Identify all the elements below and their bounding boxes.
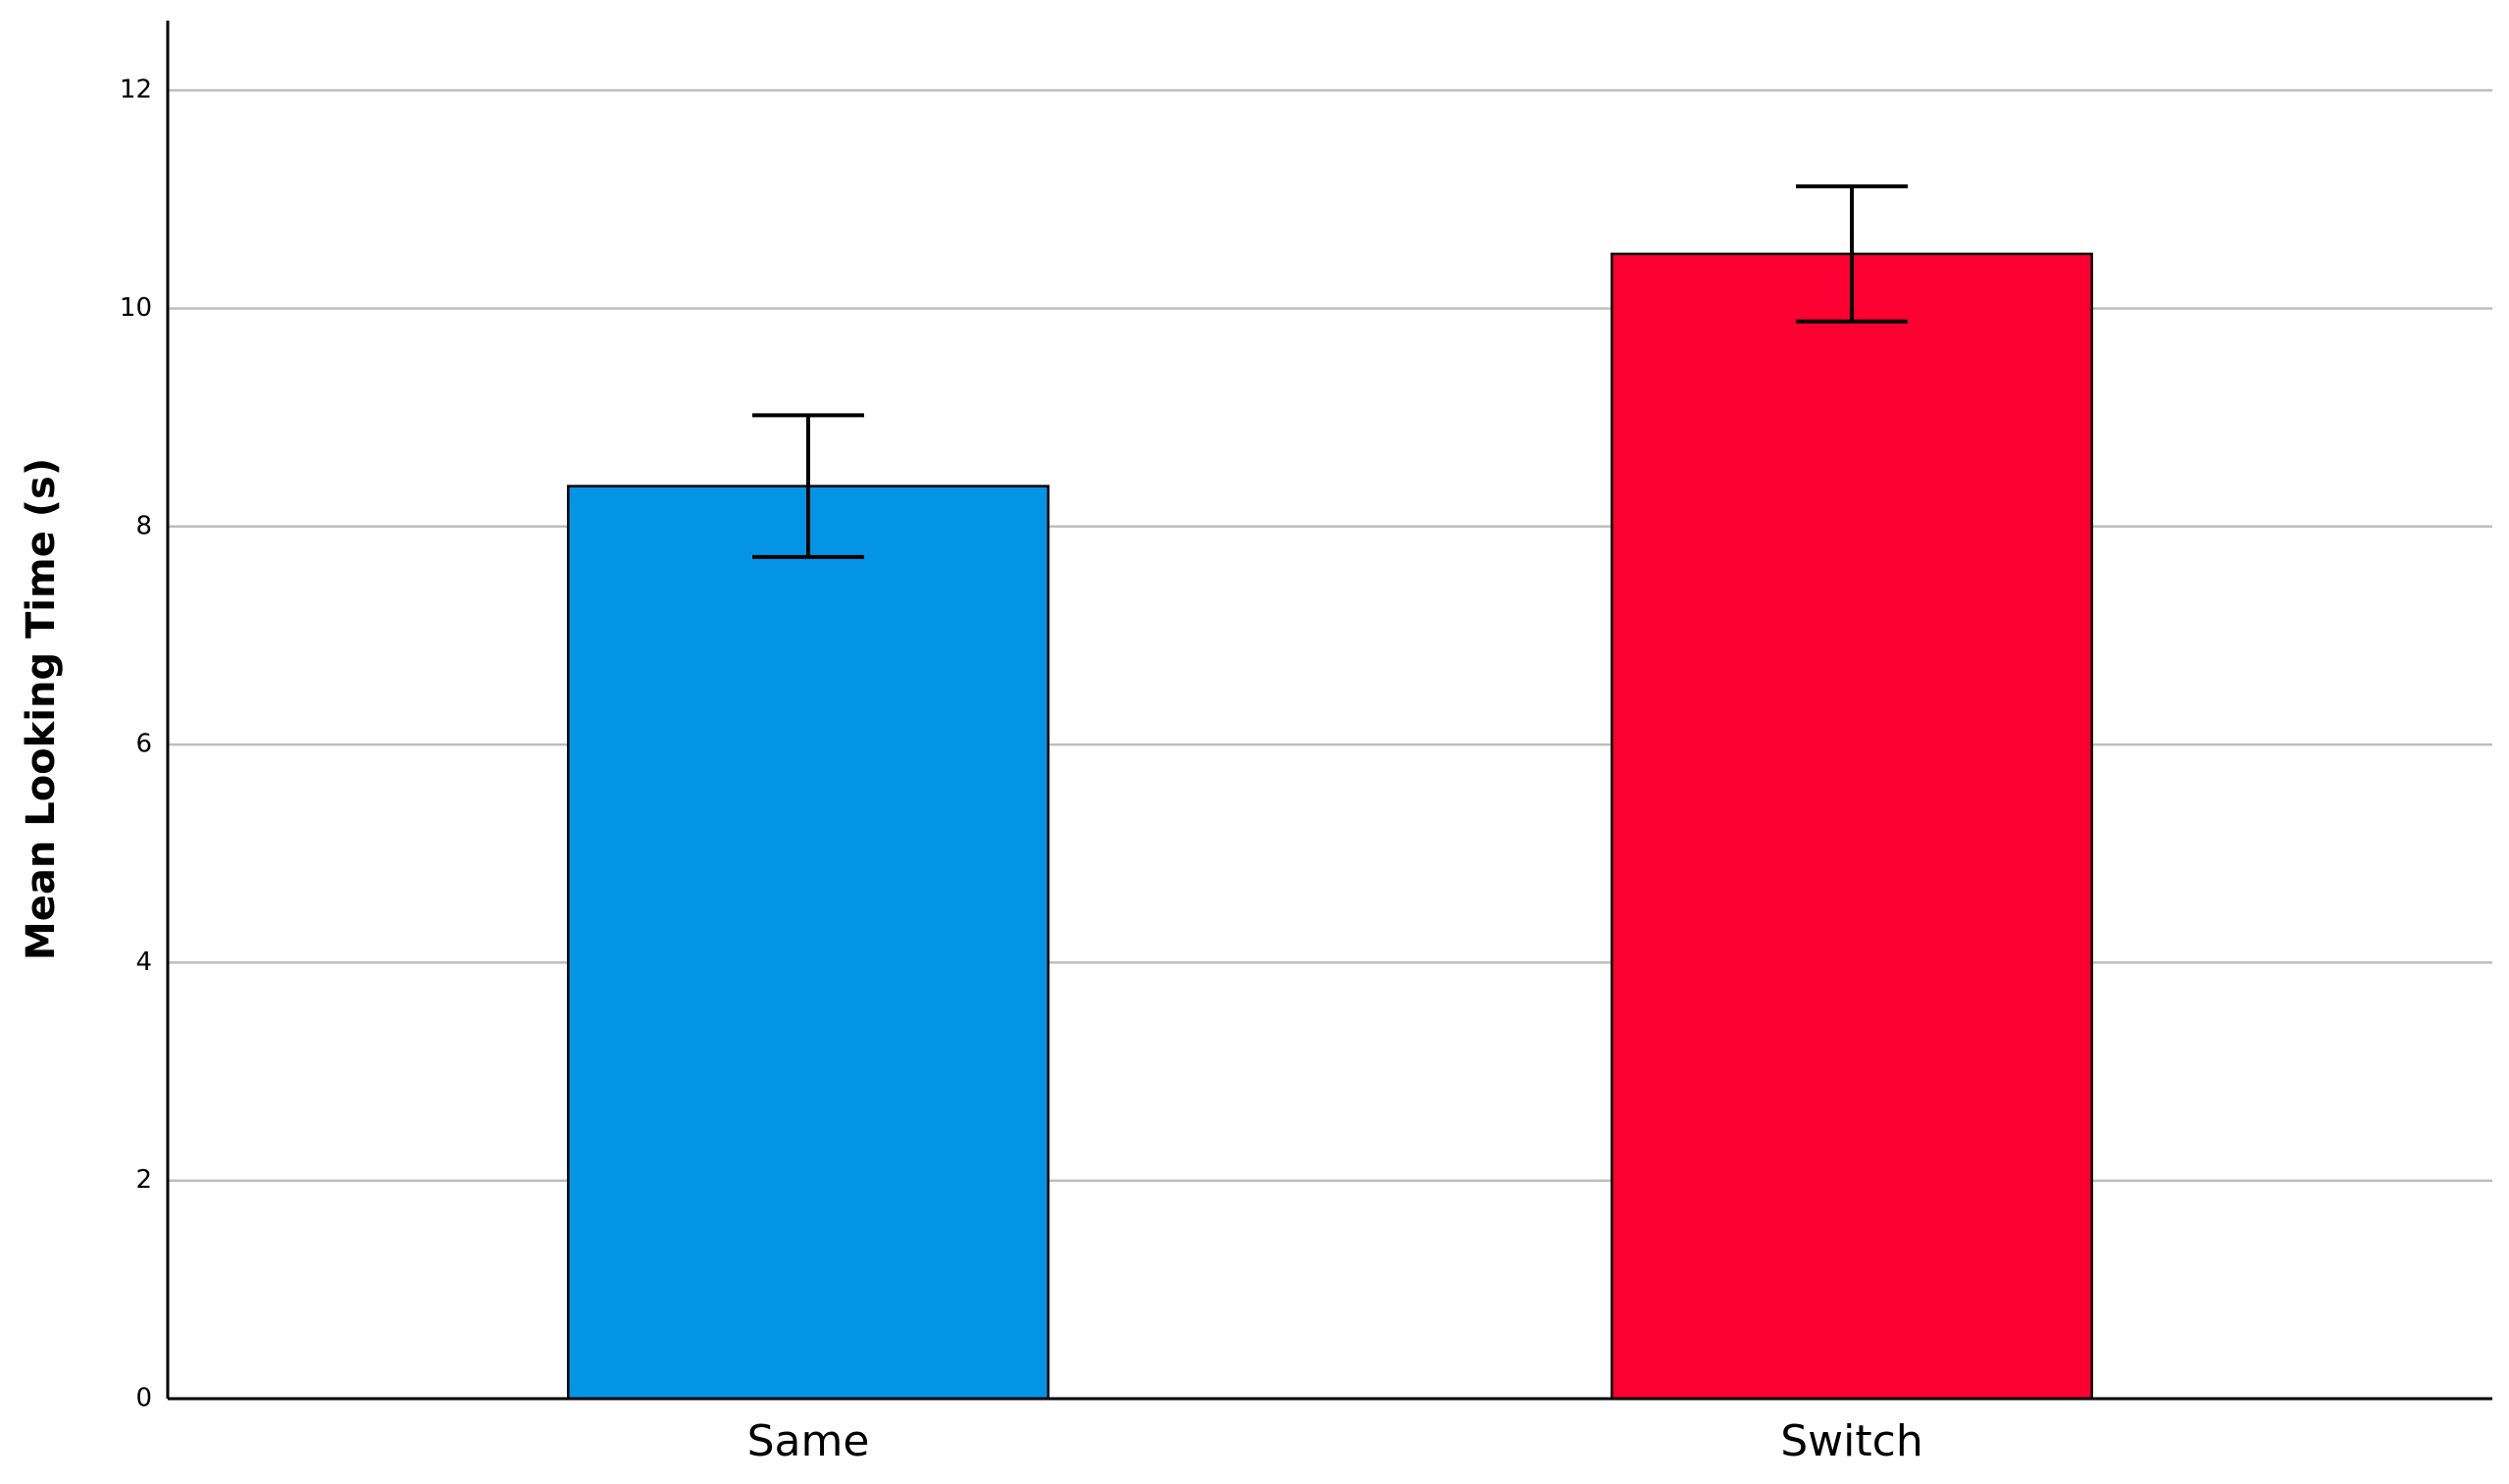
y-tick-label: 8 [135,511,152,540]
x-tick-label: Switch [1780,1416,1922,1466]
error-bar [1796,183,1908,324]
y-tick-label: 4 [135,947,152,977]
bar [567,485,1050,1401]
error-bar [752,413,864,559]
x-tick-label: Same [747,1416,870,1466]
y-tick-label: 0 [135,1384,152,1413]
y-tick-label: 6 [135,730,152,759]
y-axis-title: Mean Looking Time (s) [19,458,64,960]
y-tick-label: 2 [135,1165,152,1195]
y-tick-label: 10 [120,293,152,323]
y-tick-label: 12 [120,76,152,105]
bar [1611,252,2093,1401]
